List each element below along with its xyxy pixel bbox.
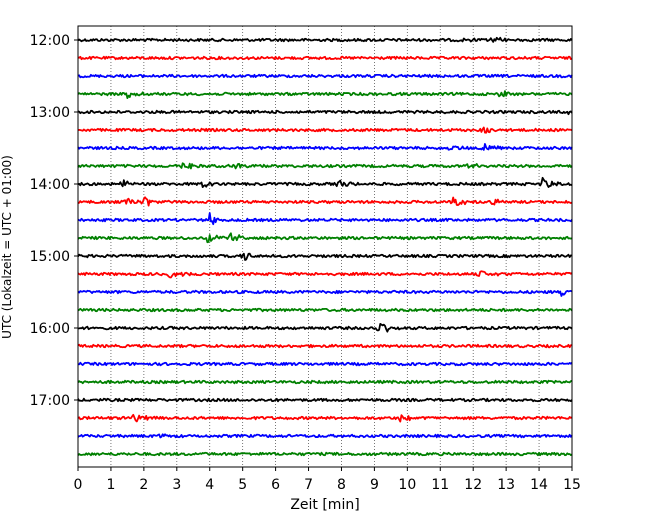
trace-line — [77, 323, 573, 333]
y-tick-label: 17:00 — [30, 393, 70, 409]
y-tick-label: 16:00 — [30, 321, 70, 337]
trace-line — [77, 176, 573, 189]
trace-line — [77, 343, 573, 349]
x-tick-label: 1 — [106, 477, 115, 493]
trace-line — [77, 196, 573, 207]
x-tick-label: 12 — [464, 477, 482, 493]
y-tick-label: 14:00 — [30, 177, 70, 193]
x-tick-label: 11 — [431, 477, 449, 493]
trace-line — [77, 379, 573, 385]
y-axis-label: UTC (Lokalzeit = UTC + 01:00) — [0, 155, 14, 339]
trace-line — [77, 289, 573, 297]
y-tick-label: 12:00 — [30, 33, 70, 49]
trace-line — [77, 397, 573, 403]
trace-line — [77, 55, 573, 61]
y-tick-label: 13:00 — [30, 105, 70, 121]
x-tick-label: 8 — [337, 477, 346, 493]
x-tick-label: 9 — [370, 477, 379, 493]
x-tick-label: 6 — [271, 477, 280, 493]
x-tick-label: 15 — [563, 477, 581, 493]
x-tick-label: 10 — [398, 477, 416, 493]
x-tick-label: 2 — [139, 477, 148, 493]
trace-line — [77, 451, 573, 457]
y-ticks: 12:00 13:00 14:00 15:00 16:00 17:00 — [30, 33, 78, 409]
trace-line — [77, 73, 573, 79]
x-tick-label: 3 — [172, 477, 181, 493]
x-tick-label: 13 — [497, 477, 515, 493]
trace-line — [77, 36, 573, 43]
trace-line — [77, 162, 573, 170]
trace-line — [77, 232, 573, 244]
trace-line — [77, 433, 573, 439]
trace-line — [77, 270, 573, 279]
trace-line — [77, 307, 573, 313]
x-tick-label: 0 — [74, 477, 83, 493]
trace-line — [77, 361, 573, 367]
trace-line — [77, 90, 573, 99]
x-tick-label: 4 — [205, 477, 214, 493]
x-tick-label: 7 — [304, 477, 313, 493]
trace-line — [77, 109, 573, 116]
y-tick-label: 15:00 — [30, 249, 70, 265]
trace-layer — [77, 36, 573, 457]
x-tick-label: 14 — [530, 477, 548, 493]
trace-line — [77, 126, 573, 134]
x-ticks: 0 1 2 3 4 5 6 7 8 9 10 11 12 13 14 15 — [74, 467, 581, 493]
trace-line — [77, 413, 573, 423]
trace-line — [77, 212, 573, 226]
trace-line — [77, 252, 573, 261]
x-tick-label: 5 — [238, 477, 247, 493]
plot-frame — [77, 25, 573, 468]
trace-line — [77, 143, 573, 151]
x-axis-label: Zeit [min] — [290, 497, 359, 513]
